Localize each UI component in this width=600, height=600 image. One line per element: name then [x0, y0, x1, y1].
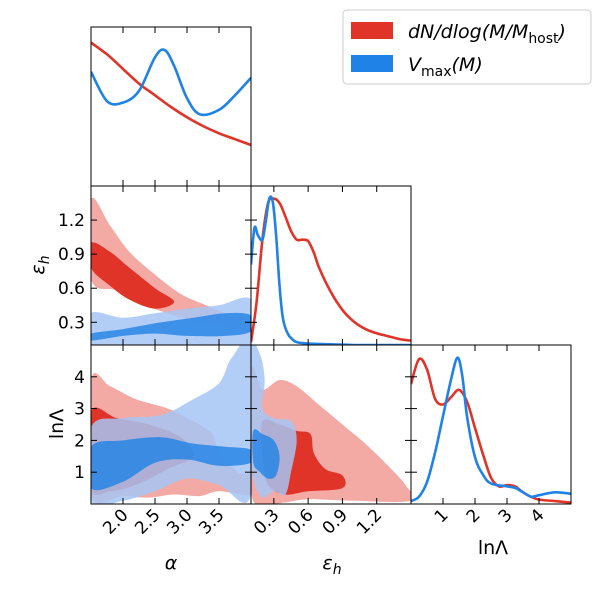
- ytick-label-epsilon_h-0.6: 0.6: [58, 279, 85, 299]
- contour-red-alpha_epsilon_h-inner: [91, 242, 175, 309]
- ytick-label-lnLambda-3: 3: [74, 400, 85, 420]
- xlabel-lnLambda: lnΛ: [478, 537, 508, 559]
- ylabel-lnLambda: lnΛ: [46, 409, 68, 439]
- legend-box: [342, 9, 592, 85]
- contour-layer: [91, 197, 411, 504]
- xlabel-alpha: α: [165, 552, 178, 574]
- xtick-label-alpha-2.5: 2.5: [131, 505, 164, 538]
- xtick-label-lnLambda-2: 2: [463, 505, 485, 527]
- ytick-label-lnLambda-2: 2: [74, 431, 85, 451]
- contour-blue-alpha_lnLambda-inner: [91, 437, 251, 491]
- ylabel-epsilon-h: εh: [27, 255, 53, 274]
- legend-swatch-blue: [351, 55, 393, 72]
- marginal-blue-epsilon_h: [251, 195, 411, 345]
- xlabel-epsilon-h: εh: [322, 552, 341, 578]
- xtick-label-epsilon_h-0.9: 0.9: [319, 505, 352, 538]
- legend: dN/dlog(M/Mhost) Vmax(M): [342, 9, 592, 85]
- ytick-label-lnLambda-4: 4: [74, 368, 85, 388]
- contour-blue-alpha_epsilon_h-inner: [91, 312, 251, 341]
- marginal-blue-lnLambda: [411, 356, 571, 503]
- legend-swatch-red: [351, 22, 393, 39]
- xtick-label-lnLambda-1: 1: [431, 505, 453, 527]
- marginal-blue-alpha: [91, 48, 251, 117]
- ytick-label-epsilon_h-0.3: 0.3: [58, 313, 85, 333]
- xtick-label-lnLambda-4: 4: [527, 505, 549, 527]
- xtick-label-alpha-3.5: 3.5: [195, 505, 228, 538]
- xtick-label-epsilon_h-0.3: 0.3: [250, 505, 283, 538]
- xtick-label-alpha-2.0: 2.0: [99, 505, 132, 538]
- xtick-label-epsilon_h-1.2: 1.2: [353, 505, 386, 538]
- panel-frame-layer: [90, 26, 572, 505]
- xtick-label-lnLambda-3: 3: [495, 505, 517, 527]
- panel-frame-2-2: [410, 344, 572, 505]
- xtick-label-alpha-3.0: 3.0: [163, 505, 196, 538]
- contour-blue-epsilon_h_lnLambda-inner: [252, 429, 280, 479]
- ytick-label-lnLambda-1: 1: [74, 463, 85, 483]
- ytick-label-epsilon_h-0.9: 0.9: [58, 245, 85, 265]
- marginal-red-alpha: [91, 41, 251, 147]
- marginal-red-lnLambda: [411, 357, 571, 504]
- xtick-label-epsilon_h-0.6: 0.6: [284, 505, 317, 538]
- marginal-curve-layer: [91, 41, 571, 504]
- ytick-label-epsilon_h-1.2: 1.2: [58, 211, 85, 231]
- axis-label-layer: α εh lnΛ εh lnΛ: [27, 255, 508, 578]
- legend-label-red: dN/dlog(M/Mhost): [408, 21, 566, 47]
- legend-label-blue: Vmax(M): [408, 54, 483, 80]
